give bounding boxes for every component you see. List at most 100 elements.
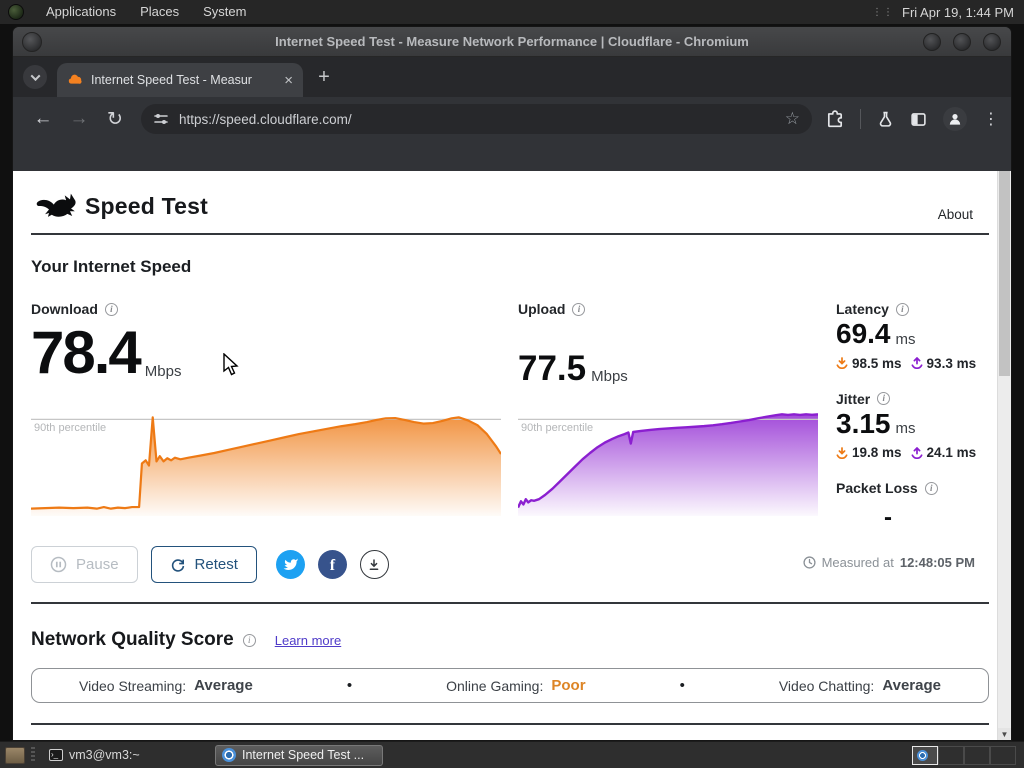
site-settings-icon[interactable]	[153, 111, 169, 127]
download-value: 78.4	[31, 319, 142, 386]
taskbar-window-terminal[interactable]: ›_ vm3@vm3:~	[49, 748, 140, 762]
network-quality-info-icon[interactable]: i	[242, 633, 256, 647]
workspace-pager	[912, 745, 1016, 765]
system-top-panel: Applications Places System ⋮⋮ Fri Apr 19…	[0, 0, 1024, 24]
scrollbar-thumb[interactable]	[999, 171, 1010, 376]
upload-info-icon[interactable]: i	[572, 302, 586, 316]
tab-internet-speed-test[interactable]: Internet Speed Test - Measur ×	[57, 63, 303, 97]
download-info-icon[interactable]: i	[104, 302, 118, 316]
share-twitter-button[interactable]	[275, 550, 305, 579]
menu-system[interactable]: System	[203, 4, 247, 19]
tab-close-icon[interactable]: ×	[284, 71, 293, 89]
latency-info-icon[interactable]: i	[895, 302, 909, 316]
new-tab-button[interactable]: +	[318, 66, 330, 88]
packet-loss-info-icon[interactable]: i	[924, 481, 938, 495]
chromium-icon	[917, 749, 928, 761]
section-title: Your Internet Speed	[31, 257, 192, 276]
network-quality-box: Video Streaming: Average • Online Gaming…	[31, 668, 989, 703]
url-text[interactable]: https://speed.cloudflare.com/	[179, 111, 352, 127]
window-titlebar[interactable]: Internet Speed Test - Measure Network Pe…	[13, 27, 1011, 57]
cloudflare-favicon	[68, 74, 82, 84]
menu-applications[interactable]: Applications	[46, 4, 117, 19]
latency-value: 69.4	[836, 318, 891, 349]
window-menu-button[interactable]	[22, 32, 42, 52]
twitter-bird-icon	[283, 558, 298, 570]
maximize-button[interactable]	[953, 33, 971, 51]
browser-toolbar: ← → ↻ https://speed.cloudflare.com/ ☆	[13, 97, 1011, 171]
speedtest-rabbit-logo-icon	[36, 193, 76, 217]
download-panel: Download i 78.4 Mbps 90th percentile	[31, 301, 501, 517]
reload-button[interactable]: ↻	[107, 108, 123, 130]
tab-strip: Internet Speed Test - Measur × +	[13, 57, 1011, 97]
taskbar-window-speedtest[interactable]: Internet Speed Test ...	[215, 744, 383, 766]
menu-places[interactable]: Places	[140, 4, 180, 19]
side-panel-icon[interactable]	[910, 111, 927, 128]
tray-indicator-icon[interactable]: ⋮⋮	[872, 6, 894, 18]
download-results-button[interactable]	[359, 550, 389, 579]
chevron-down-icon	[30, 70, 40, 81]
quality-video-chatting: Video Chatting: Average	[778, 677, 941, 694]
page-scrollbar[interactable]: ▼	[997, 171, 1011, 740]
workspace-1[interactable]	[912, 745, 938, 765]
address-bar[interactable]: https://speed.cloudflare.com/ ☆	[141, 104, 812, 134]
workspace-3[interactable]	[964, 745, 990, 765]
back-button[interactable]: ←	[33, 108, 53, 129]
workspace-2[interactable]	[938, 745, 964, 765]
extensions-icon[interactable]	[826, 110, 844, 128]
packet-loss-block: Packet Loss i -	[836, 480, 1004, 532]
minimize-button[interactable]	[923, 33, 941, 51]
close-button[interactable]	[983, 33, 1001, 51]
show-desktop-icon[interactable]	[5, 746, 25, 764]
jitter-info-icon[interactable]: i	[877, 392, 891, 406]
latency-unit: ms	[895, 330, 916, 348]
measured-at: Measured at 12:48:05 PM	[803, 555, 975, 570]
upload-chart: 90th percentile	[518, 411, 818, 516]
page-content: Speed Test About Your Internet Speed Dow…	[13, 171, 1011, 740]
about-link[interactable]: About	[937, 207, 973, 222]
bullet-separator: •	[346, 677, 353, 694]
forward-button[interactable]: →	[69, 108, 89, 129]
jitter-loaded-down: 19.8 ms	[852, 445, 902, 461]
panel-clock[interactable]: Fri Apr 19, 1:44 PM	[902, 4, 1014, 20]
download-percentile-label: 90th percentile	[34, 422, 107, 434]
header-divider	[31, 233, 989, 235]
pause-icon	[50, 556, 67, 573]
latency-loaded-up: 93.3 ms	[926, 355, 977, 371]
download-unit: Mbps	[144, 362, 182, 380]
retest-button[interactable]: Retest	[150, 546, 257, 583]
taskbar-grip	[31, 747, 35, 763]
person-icon	[949, 114, 961, 125]
clock-icon	[803, 556, 816, 569]
jitter-value: 3.15	[836, 407, 891, 439]
learn-more-link[interactable]: Learn more	[274, 632, 342, 648]
upload-value: 77.5	[518, 349, 587, 388]
profile-avatar[interactable]	[943, 107, 967, 131]
tab-search-button[interactable]	[23, 65, 47, 89]
latency-block: Latency i 69.4 ms 98.5 ms	[836, 301, 1004, 371]
measured-at-time: 12:48:05 PM	[899, 555, 975, 570]
refresh-icon	[171, 558, 184, 572]
section-divider	[31, 602, 989, 604]
browser-window: Internet Speed Test - Measure Network Pe…	[12, 26, 1012, 741]
toolbar-separator	[860, 109, 861, 129]
network-quality-score-title: Network Quality Score	[31, 629, 234, 650]
bottom-divider	[31, 723, 989, 725]
pause-button[interactable]: Pause	[31, 546, 138, 583]
facebook-f-icon: f	[329, 557, 336, 574]
bookmark-star-icon[interactable]: ☆	[784, 109, 800, 128]
workspace-4[interactable]	[990, 745, 1016, 765]
upload-label: Upload	[518, 301, 566, 317]
distro-logo-icon[interactable]	[8, 4, 24, 20]
window-title: Internet Speed Test - Measure Network Pe…	[275, 34, 749, 49]
loaded-upload-icon	[911, 446, 922, 459]
packet-loss-label: Packet Loss	[836, 480, 918, 497]
share-facebook-button[interactable]: f	[317, 550, 347, 579]
browser-menu-icon[interactable]: ⋮	[983, 111, 999, 128]
loaded-upload-icon	[911, 357, 922, 370]
quality-online-gaming: Online Gaming: Poor	[446, 677, 586, 694]
measured-at-label: Measured at	[821, 555, 894, 570]
upload-percentile-label: 90th percentile	[521, 422, 594, 434]
scrollbar-down-arrow[interactable]: ▼	[998, 728, 1011, 740]
loaded-download-icon	[836, 357, 848, 370]
experiments-flask-icon[interactable]	[877, 111, 894, 128]
